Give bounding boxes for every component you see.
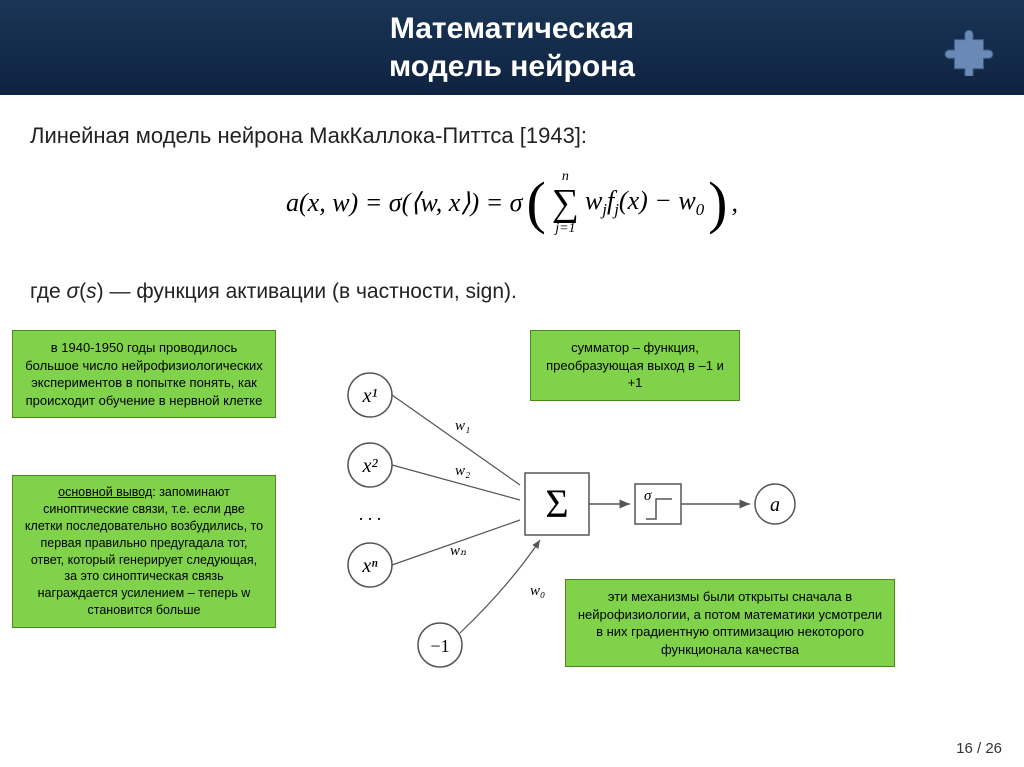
sub-text: где σ(s) — функция активации (в частност… xyxy=(30,280,517,304)
input-bias: −1 xyxy=(418,623,462,667)
intro-text: Линейная модель нейрона МакКаллока-Питтс… xyxy=(30,123,587,149)
input-dots: . . . xyxy=(359,504,382,524)
input-x2: x² xyxy=(348,443,392,487)
label-w0: w₀ xyxy=(530,583,545,599)
conclusion-text: : запоминают синоптические связи, т.е. е… xyxy=(25,485,263,617)
svg-text:x²: x² xyxy=(362,455,379,477)
svg-text:−1: −1 xyxy=(430,636,449,656)
sum-symbol: n ∑ j=1 xyxy=(552,170,579,236)
conclusion-label: основной вывод xyxy=(58,485,152,499)
edge-w0 xyxy=(460,540,540,633)
output-a: a xyxy=(755,484,795,524)
sigma-label: σ xyxy=(644,488,652,504)
neuron-diagram: x¹ x² . . . xⁿ −1 w₁ w₂ wₙ w₀ Σ σ xyxy=(330,355,850,675)
box-conclusion: основной вывод: запоминают синоптические… xyxy=(12,475,276,628)
puzzle-icon xyxy=(944,24,996,76)
slide-header: Математическая модель нейрона xyxy=(0,0,1024,95)
svg-text:xⁿ: xⁿ xyxy=(361,555,378,577)
input-x1: x¹ xyxy=(348,373,392,417)
svg-text:x¹: x¹ xyxy=(362,385,378,407)
sigma-box xyxy=(635,484,681,524)
box-history: в 1940-1950 годы проводилось большое чис… xyxy=(12,330,276,418)
formula: a(x, w) = σ(⟨w, x⟩) = σ ( n ∑ j=1 wjfj(x… xyxy=(0,170,1024,236)
sum-label: Σ xyxy=(545,481,568,526)
page-number: 16 / 26 xyxy=(956,740,1002,757)
slide-content: Линейная модель нейрона МакКаллока-Питтс… xyxy=(0,95,1024,767)
label-wn: wₙ xyxy=(450,543,467,559)
label-w1: w₁ xyxy=(455,418,470,434)
label-w2: w₂ xyxy=(455,463,470,479)
svg-text:a: a xyxy=(770,494,780,516)
formula-lhs: a(x, w) = σ(⟨w, x⟩) = σ xyxy=(286,188,523,218)
formula-body: wjfj(x) − w0 xyxy=(585,186,704,220)
formula-tail: , xyxy=(731,188,738,218)
input-xn: xⁿ xyxy=(348,543,392,587)
slide-title: Математическая модель нейрона xyxy=(389,10,635,85)
